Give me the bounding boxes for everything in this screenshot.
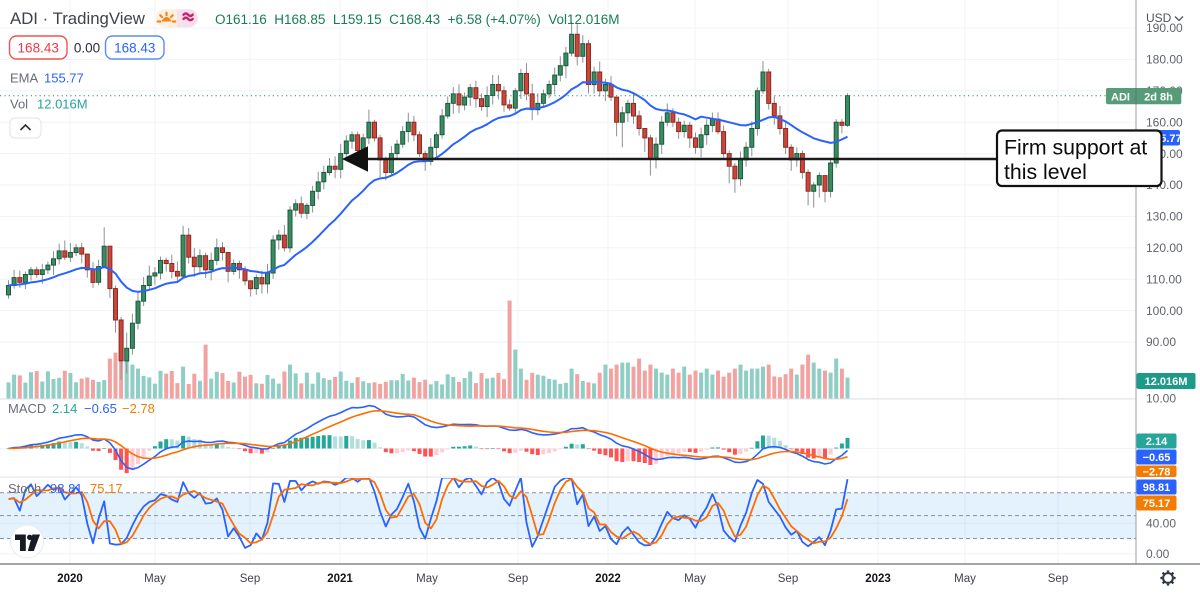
- svg-text:ADI · TradingView: ADI · TradingView: [10, 9, 146, 28]
- svg-text:−2.78: −2.78: [1143, 466, 1171, 478]
- svg-text:130.00: 130.00: [1146, 210, 1183, 224]
- svg-text:100.00: 100.00: [1146, 304, 1183, 318]
- svg-text:Vol: Vol: [10, 97, 28, 112]
- svg-text:160.00: 160.00: [1146, 115, 1183, 129]
- svg-text:May: May: [954, 573, 976, 585]
- svg-text:2020: 2020: [57, 573, 83, 585]
- svg-text:Firm support at: Firm support at: [1004, 136, 1147, 160]
- svg-text:USD: USD: [1146, 11, 1172, 25]
- svg-text:75.17: 75.17: [90, 481, 123, 496]
- svg-text:2021: 2021: [327, 573, 353, 585]
- svg-text:2023: 2023: [865, 573, 891, 585]
- svg-text:0.00: 0.00: [1146, 547, 1170, 561]
- svg-text:110.00: 110.00: [1146, 272, 1182, 286]
- svg-text:May: May: [684, 573, 706, 585]
- svg-text:Sep: Sep: [508, 573, 528, 585]
- svg-text:this level: this level: [1004, 160, 1087, 184]
- svg-text:40.00: 40.00: [1146, 516, 1176, 530]
- svg-text:2d 8h: 2d 8h: [1144, 92, 1173, 104]
- svg-text:2022: 2022: [595, 573, 621, 585]
- svg-text:90.00: 90.00: [1146, 335, 1176, 349]
- svg-text:2.14: 2.14: [52, 401, 77, 416]
- svg-text:−0.65: −0.65: [1143, 452, 1171, 464]
- svg-text:MACD: MACD: [8, 401, 46, 416]
- svg-text:−2.78: −2.78: [122, 401, 155, 416]
- svg-text:0.00: 0.00: [74, 41, 100, 56]
- svg-text:180.00: 180.00: [1146, 53, 1183, 67]
- svg-text:98.81: 98.81: [50, 481, 83, 496]
- svg-text:12.016M: 12.016M: [1145, 376, 1188, 388]
- svg-text:75.17: 75.17: [1143, 498, 1171, 510]
- svg-text:May: May: [416, 573, 438, 585]
- svg-text:155.77: 155.77: [44, 71, 84, 86]
- svg-text:Sep: Sep: [778, 573, 798, 585]
- svg-text:98.81: 98.81: [1143, 482, 1171, 494]
- svg-text:168.43: 168.43: [114, 41, 155, 56]
- svg-text:EMA: EMA: [10, 71, 39, 86]
- svg-text:10.00: 10.00: [1146, 392, 1176, 406]
- svg-text:−0.65: −0.65: [84, 401, 117, 416]
- svg-text:168.43: 168.43: [18, 41, 59, 56]
- svg-text:Stoch: Stoch: [8, 481, 41, 496]
- svg-text:120.00: 120.00: [1146, 241, 1183, 255]
- svg-text:ADI: ADI: [1111, 92, 1130, 104]
- svg-text:Sep: Sep: [240, 573, 260, 585]
- svg-text:O161.16 H168.85 L159.15 C16: O161.16 H168.85 L159.15 C168.43 +6.58 (+…: [215, 12, 620, 27]
- svg-text:12.016M: 12.016M: [37, 97, 88, 112]
- svg-text:2.14: 2.14: [1146, 436, 1168, 448]
- svg-text:May: May: [144, 573, 166, 585]
- svg-text:Sep: Sep: [1048, 573, 1068, 585]
- svg-text:190.00: 190.00: [1146, 21, 1183, 35]
